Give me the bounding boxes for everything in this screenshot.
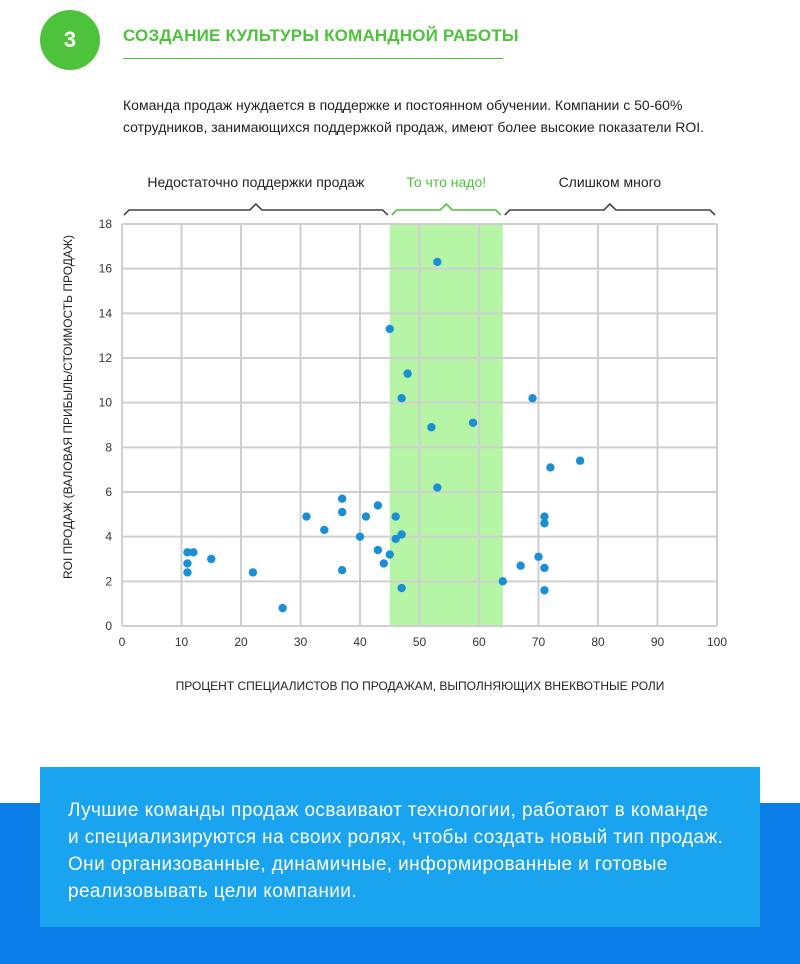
- y-tick-label: 8: [105, 440, 112, 454]
- data-point: [575, 456, 585, 465]
- data-point: [391, 512, 400, 521]
- x-tick-label: 20: [234, 635, 248, 649]
- section-number: 3: [63, 27, 77, 52]
- data-point: [540, 563, 549, 573]
- data-point: [373, 501, 383, 510]
- intro-line-2: сотрудников, занимающихся поддержкой про…: [123, 119, 705, 135]
- callout-line-2: и специализируются на своих ролях, чтобы…: [68, 827, 724, 848]
- y-tick-label: 6: [105, 485, 112, 499]
- data-point: [355, 532, 365, 541]
- data-point: [337, 494, 347, 503]
- data-point: [183, 559, 192, 568]
- data-point: [433, 257, 442, 267]
- roi-scatter-chart: Недостаточно поддержки продаж То что надо…: [61, 174, 727, 693]
- data-point: [183, 548, 192, 557]
- data-point: [528, 394, 537, 403]
- data-point: [337, 565, 347, 575]
- region-label: Недостаточно поддержки продаж: [147, 174, 365, 190]
- data-point: [320, 525, 329, 535]
- intro-line-1: Команда продаж нуждается в поддержке и п…: [123, 97, 683, 113]
- y-tick-label: 14: [99, 306, 113, 320]
- data-point: [540, 586, 549, 595]
- data-point: [540, 519, 549, 528]
- data-point: [207, 554, 216, 564]
- data-point: [379, 559, 388, 568]
- data-point: [278, 603, 287, 613]
- y-tick-label: 12: [99, 351, 113, 365]
- x-axis-label: ПРОЦЕНТ СПЕЦИАЛИСТОВ ПО ПРОДАЖАМ, ВЫПОЛН…: [176, 679, 665, 693]
- region-bracket: [123, 202, 389, 216]
- region-bracket: [504, 202, 716, 216]
- x-tick-label: 10: [175, 635, 189, 649]
- callout-line-1: Лучшие команды продаж осваивают технолог…: [68, 800, 709, 821]
- region-label: Слишком много: [559, 174, 662, 190]
- data-point: [373, 545, 383, 555]
- data-point: [433, 483, 442, 492]
- data-point: [540, 512, 549, 521]
- region-bracket: [391, 202, 502, 216]
- x-tick-label: 60: [472, 635, 486, 649]
- data-point: [546, 463, 555, 472]
- data-point: [397, 394, 406, 403]
- data-point: [516, 561, 525, 570]
- y-tick-label: 16: [99, 262, 113, 276]
- data-point: [385, 550, 394, 559]
- region-label: То что надо!: [406, 174, 486, 190]
- y-tick-label: 18: [99, 217, 113, 231]
- data-point: [248, 568, 258, 577]
- y-tick-label: 10: [99, 396, 113, 410]
- y-tick-label: 0: [105, 619, 112, 633]
- data-point: [302, 512, 311, 521]
- data-point: [337, 507, 347, 517]
- y-tick-label: 2: [105, 574, 112, 588]
- y-axis-label: ROI ПРОДАЖ (ВАЛОВАЯ ПРИБЫЛЬ/СТОИМОСТЬ ПР…: [61, 235, 75, 579]
- x-tick-label: 100: [707, 635, 727, 649]
- callout-line-4: реализовывать цели компании.: [68, 881, 357, 902]
- data-point: [361, 512, 371, 521]
- x-tick-label: 40: [353, 635, 367, 649]
- data-point: [468, 418, 478, 427]
- data-point: [189, 548, 198, 557]
- x-tick-label: 90: [651, 635, 665, 649]
- y-tick-label: 4: [105, 530, 112, 544]
- intro-text: Команда продаж нуждается в поддержке и п…: [123, 94, 723, 138]
- data-point: [397, 530, 406, 539]
- data-point: [397, 583, 406, 593]
- x-tick-label: 80: [591, 635, 605, 649]
- section-number-badge: 3: [40, 10, 100, 70]
- x-tick-label: 0: [119, 635, 126, 649]
- section-title: СОЗДАНИЕ КУЛЬТУРЫ КОМАНДНОЙ РАБОТЫ: [123, 26, 519, 45]
- data-point: [534, 552, 543, 561]
- callout-line-3: Они организованные, динамичные, информир…: [68, 854, 668, 875]
- summary-callout: Лучшие команды продаж осваивают технолог…: [40, 767, 760, 927]
- data-point: [391, 534, 400, 544]
- x-tick-label: 30: [294, 635, 308, 649]
- data-point: [427, 423, 436, 432]
- data-point: [183, 568, 192, 577]
- x-tick-label: 50: [413, 635, 427, 649]
- data-point: [498, 577, 507, 586]
- callout-text: Лучшие команды продаж осваивают технолог…: [68, 797, 732, 905]
- data-point: [385, 324, 394, 334]
- x-tick-label: 70: [532, 635, 546, 649]
- optimal-range-band: [389, 224, 503, 626]
- title-divider: [123, 58, 503, 59]
- data-point: [403, 369, 412, 378]
